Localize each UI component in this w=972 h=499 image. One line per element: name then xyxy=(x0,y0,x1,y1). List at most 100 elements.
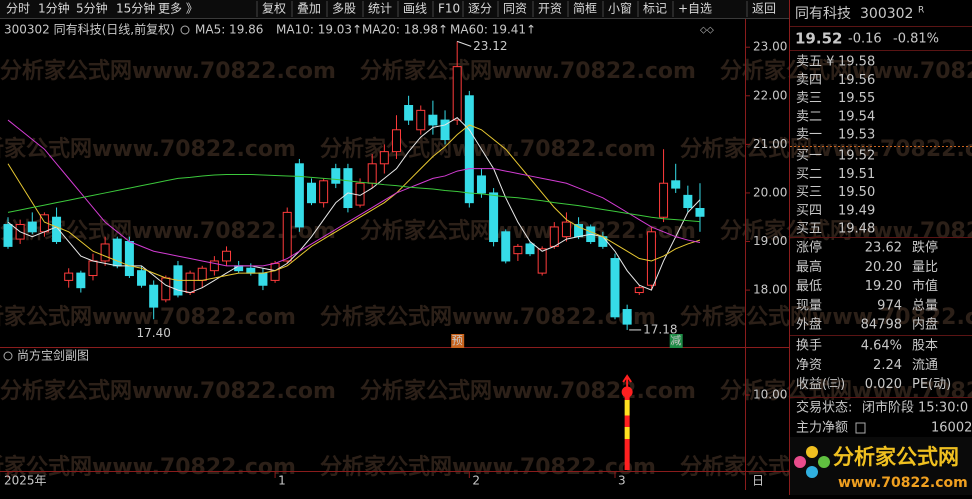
stat-label: PE(动) xyxy=(912,377,951,392)
signal-box xyxy=(669,334,683,348)
book-label: 买一 xyxy=(796,149,822,164)
watermark: 分析家公式网www.70822.com xyxy=(320,304,656,330)
toolbar-button[interactable]: 复权 xyxy=(262,2,286,16)
toolbar-button[interactable]: 逐分 xyxy=(468,2,492,16)
candle-body xyxy=(3,224,13,247)
candle-body xyxy=(440,119,450,141)
stock-flag: R xyxy=(918,6,924,16)
logo-deco xyxy=(806,446,818,458)
logo-deco xyxy=(794,456,806,468)
stat-value: 23.62 xyxy=(865,241,902,256)
stat-label: 最高 xyxy=(796,259,822,275)
logo-deco xyxy=(818,456,830,468)
book-label: 卖二 xyxy=(796,109,822,124)
watermark: 分析家公式网www.70822.com xyxy=(360,378,696,404)
candle-body xyxy=(525,243,535,255)
candle-body xyxy=(489,192,499,243)
toolbar-button[interactable]: 开资 xyxy=(538,2,562,16)
watermark: 分析家公式网www.70822.com xyxy=(720,378,972,404)
toolbar-button[interactable]: 画线 xyxy=(403,2,427,16)
toolbar-button[interactable]: 返回 xyxy=(752,2,776,16)
candle-body xyxy=(476,175,486,194)
x-tick-label: 1 xyxy=(278,474,286,488)
change-pct: -0.81% xyxy=(893,32,939,47)
candle-body xyxy=(270,262,280,281)
watermark: 分析家公式网www.70822.com xyxy=(0,136,296,162)
stat-label: 外盘 xyxy=(796,317,822,333)
candle-body xyxy=(501,231,511,262)
candle-body xyxy=(331,168,341,184)
y-tick-label: 19.00 xyxy=(753,234,787,248)
legend-entry: MA5: 19.86 xyxy=(195,23,263,37)
toolbar-button[interactable]: 多股 xyxy=(332,2,356,16)
toolbar-button[interactable]: +自选 xyxy=(678,2,712,16)
book-label: 买二 xyxy=(796,167,822,182)
y-tick-label: 20.00 xyxy=(753,185,787,199)
candle-body xyxy=(428,114,438,126)
ma-line xyxy=(7,117,701,294)
watermark: 分析家公式网www.70822.com xyxy=(320,454,656,480)
status-value: 闭市阶段 xyxy=(862,400,914,416)
candle-body xyxy=(549,226,559,247)
toolbar-button[interactable]: 分时 xyxy=(6,2,30,16)
logo-name: 分析家公式网 xyxy=(833,445,959,469)
ma-line xyxy=(7,119,701,267)
toolbar-button[interactable]: 15分钟 xyxy=(116,1,155,16)
stock-name: 同有科技 xyxy=(795,6,851,22)
stock-code: 300302 xyxy=(860,6,913,22)
stat-label: 总量 xyxy=(912,298,938,313)
toolbar-button[interactable]: 更多 》 xyxy=(158,2,198,16)
stat-label: 净资 xyxy=(796,358,822,373)
stat-label: 收益(㈢) xyxy=(796,377,845,392)
stat-value: 974 xyxy=(877,298,902,313)
stat-label: 内盘 xyxy=(912,317,938,333)
watermark: 分析家公式网www.70822.com xyxy=(320,136,656,162)
stat-label: 最低 xyxy=(796,279,822,294)
watermark: 分析家公式网www.70822.com xyxy=(360,58,696,84)
candle-body xyxy=(222,250,232,262)
stat-value: 0.020 xyxy=(865,377,902,392)
legend-entry: MA60: 19.41↑ xyxy=(450,23,536,37)
candle-body xyxy=(391,129,401,153)
toolbar-button[interactable]: 小窗 xyxy=(608,2,632,16)
signal-ball xyxy=(621,386,633,398)
stat-label: 市值 xyxy=(912,278,938,294)
flow-label: 主力净额 xyxy=(796,421,848,436)
candle-body xyxy=(185,272,195,294)
watermark: 分析家公式网www.70822.com xyxy=(680,136,972,162)
candle-body xyxy=(452,66,462,121)
stat-label: 现量 xyxy=(796,298,822,313)
candle-body xyxy=(27,221,37,233)
watermark: 分析家公式网www.70822.com xyxy=(0,58,336,84)
toolbar-button[interactable]: F10 xyxy=(438,2,460,16)
candle-body xyxy=(634,287,644,294)
book-price: 19.56 xyxy=(838,73,875,88)
candle-body xyxy=(234,265,244,272)
toolbar-button[interactable]: 统计 xyxy=(368,2,392,16)
annotation-leader xyxy=(457,40,472,47)
candle-body xyxy=(149,284,159,308)
toolbar-button[interactable]: 简框 xyxy=(573,2,597,16)
candle-body xyxy=(64,272,74,281)
candle-body xyxy=(367,163,377,184)
candle-body xyxy=(209,260,219,272)
x-tick-label: 2025年 xyxy=(4,474,47,488)
candle-body xyxy=(513,245,523,255)
toolbar-button[interactable]: 同资 xyxy=(503,2,527,16)
logo-deco xyxy=(806,466,818,478)
toolbar-button[interactable]: 叠加 xyxy=(297,2,321,16)
candle-body xyxy=(246,267,256,274)
candle-body xyxy=(343,168,353,209)
status-label: 交易状态: xyxy=(796,400,852,416)
book-label: 卖三 xyxy=(796,91,822,106)
book-price: 19.58 xyxy=(838,55,875,70)
toolbar-button[interactable]: 标记 xyxy=(643,2,667,16)
book-label: 买五 xyxy=(796,222,822,237)
toolbar-button[interactable]: 1分钟 xyxy=(38,1,70,16)
stat-label: 股本 xyxy=(912,339,938,354)
book-price: 19.55 xyxy=(838,91,875,106)
ma-line xyxy=(7,124,701,281)
book-price: 19.49 xyxy=(838,203,875,218)
stat-value: 84798 xyxy=(861,318,902,333)
toolbar-button[interactable]: 5分钟 xyxy=(76,1,108,16)
